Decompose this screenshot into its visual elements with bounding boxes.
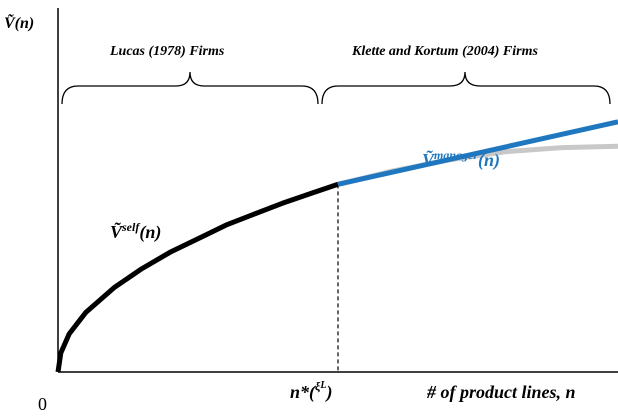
y-axis-label: Ṽ(n) bbox=[4, 13, 34, 32]
series-line-self bbox=[55, 181, 339, 373]
x-axis-label: # of product lines, n bbox=[426, 382, 576, 402]
series-label-manager: Ṽmanager(n) bbox=[422, 148, 500, 171]
series-label-self: Ṽself(n) bbox=[110, 220, 161, 243]
region-label-klette-kortum: Klette and Kortum (2004) Firms bbox=[351, 44, 538, 59]
series-line-manager bbox=[337, 119, 618, 187]
region-brace-klette-kortum bbox=[321, 71, 611, 105]
origin-label: 0 bbox=[38, 394, 47, 414]
threshold-label: n*(ξL) bbox=[290, 379, 333, 403]
region-label-lucas: Lucas (1978) Firms bbox=[109, 44, 225, 59]
series-layer bbox=[55, 119, 618, 373]
region-brace-lucas bbox=[61, 71, 319, 105]
